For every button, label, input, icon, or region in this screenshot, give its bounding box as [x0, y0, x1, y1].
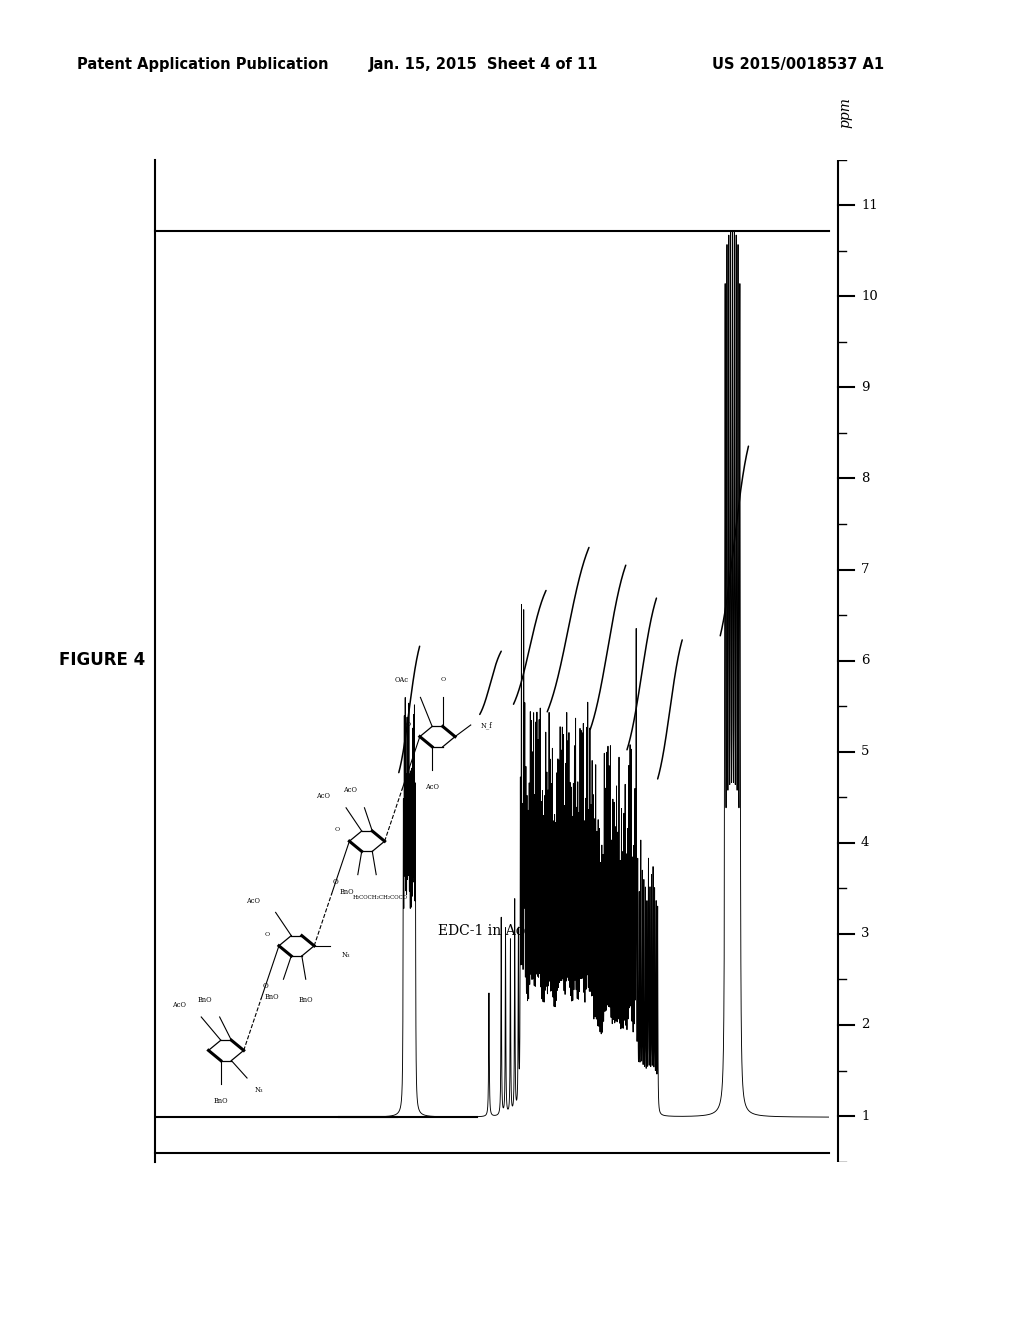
- Text: BnO: BnO: [298, 995, 313, 1003]
- Text: ppm: ppm: [839, 96, 852, 128]
- Text: OAc: OAc: [394, 676, 409, 684]
- Text: AcO: AcO: [343, 787, 356, 795]
- Text: US 2015/0018537 A1: US 2015/0018537 A1: [712, 57, 884, 71]
- Text: BnO: BnO: [198, 995, 212, 1003]
- Text: O: O: [262, 982, 268, 990]
- Text: O: O: [264, 932, 269, 937]
- Text: N₃: N₃: [341, 950, 350, 958]
- Text: 11: 11: [861, 199, 878, 211]
- Text: 10: 10: [861, 290, 878, 302]
- Text: 5: 5: [861, 746, 869, 758]
- Text: Patent Application Publication: Patent Application Publication: [77, 57, 329, 71]
- Text: 1: 1: [861, 1110, 869, 1122]
- Text: 9: 9: [861, 381, 869, 393]
- Text: 8: 8: [861, 473, 869, 484]
- Text: AcO: AcO: [425, 784, 439, 792]
- Text: O: O: [403, 774, 409, 781]
- Text: Jan. 15, 2015  Sheet 4 of 11: Jan. 15, 2015 Sheet 4 of 11: [369, 57, 598, 71]
- Text: 4: 4: [861, 837, 869, 849]
- Text: O: O: [406, 722, 411, 727]
- Text: 2: 2: [861, 1019, 869, 1031]
- Text: BnO: BnO: [265, 993, 280, 1001]
- Text: O: O: [333, 878, 339, 886]
- Text: EDC-1 in Acetone-d₆: EDC-1 in Acetone-d₆: [438, 924, 583, 939]
- Text: BnO: BnO: [213, 1097, 228, 1105]
- Text: H₂COCH₂CH₂COCO: H₂COCH₂CH₂COCO: [352, 895, 408, 900]
- Text: 3: 3: [861, 928, 869, 940]
- Text: 7: 7: [861, 564, 869, 576]
- Text: N_f: N_f: [480, 721, 493, 729]
- Text: O: O: [440, 677, 445, 682]
- Text: O: O: [335, 828, 340, 832]
- Text: 6: 6: [861, 655, 869, 667]
- Text: AcO: AcO: [316, 792, 331, 800]
- Text: FIGURE 4: FIGURE 4: [59, 651, 145, 669]
- Text: N₃: N₃: [255, 1085, 263, 1094]
- Text: BnO: BnO: [339, 888, 354, 896]
- Text: AcO: AcO: [246, 896, 260, 904]
- Text: AcO: AcO: [172, 1002, 185, 1010]
